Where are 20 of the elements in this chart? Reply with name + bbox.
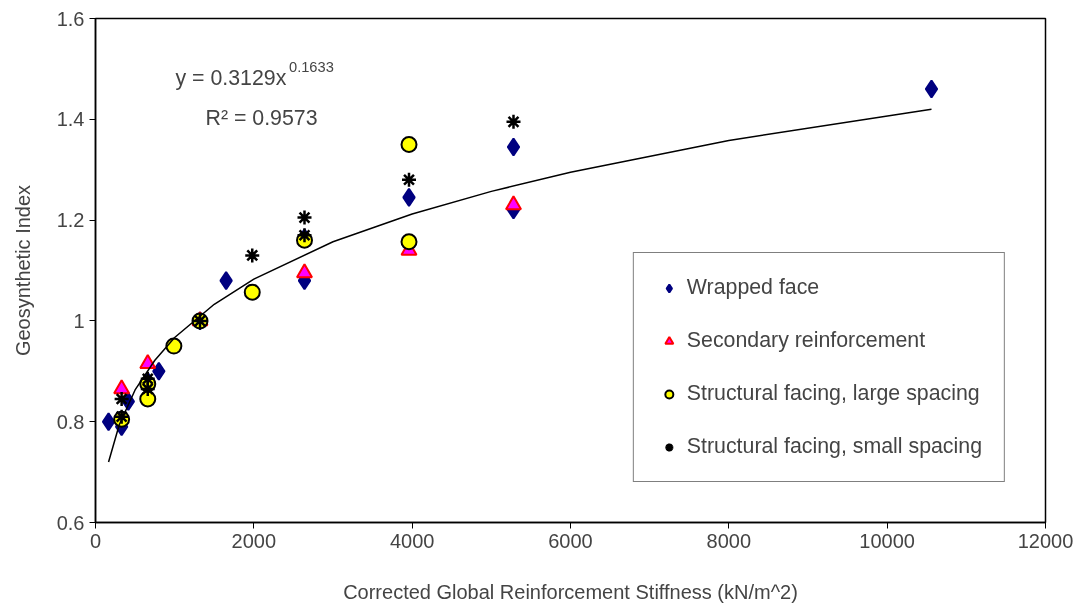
- y-tick-label: 1.4: [56, 108, 85, 131]
- x-tick-label: 2000: [231, 529, 277, 552]
- x-tick-label: 6000: [548, 529, 593, 552]
- y-tick-label: 1.2: [56, 209, 85, 232]
- y-tick-label: 0.8: [56, 410, 85, 433]
- y-tick-label: 1.6: [56, 7, 85, 30]
- legend-label: Structural facing, small spacing: [686, 434, 982, 459]
- legend-label: Structural facing, large spacing: [686, 381, 980, 406]
- x-tick-label: 8000: [706, 529, 752, 552]
- legend-label: Wrapped face: [686, 275, 820, 300]
- legend-label: Secondary reinforcement: [686, 328, 926, 353]
- x-axis-title: Corrected Global Reinforcement Stiffness (kN/m^2): [343, 580, 798, 603]
- x-tick-label: 10000: [859, 529, 915, 552]
- x-tick-label: 0: [89, 529, 102, 552]
- y-axis-title: Geosynthetic Index: [11, 184, 34, 357]
- x-tick-label: 12000: [1017, 529, 1074, 552]
- y-tick-label: 1: [73, 309, 85, 332]
- x-tick-label: 4000: [389, 529, 435, 552]
- annotation: R² = 0.9573: [205, 105, 318, 130]
- y-tick-label: 0.6: [56, 511, 85, 534]
